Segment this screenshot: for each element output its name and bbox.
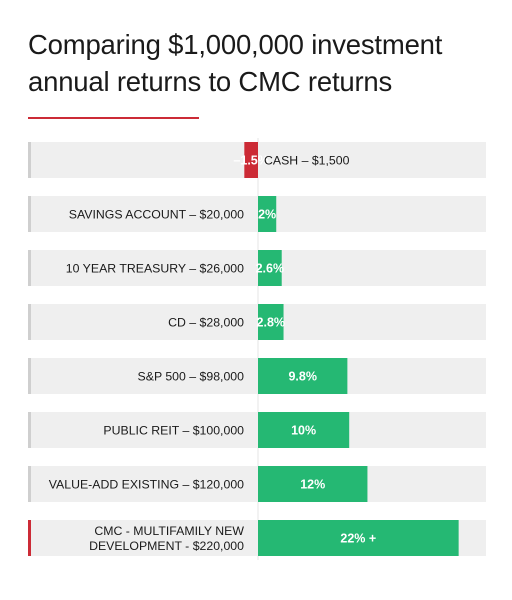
category-label: CASH – $1,500: [264, 154, 350, 168]
row-edge-marker: [28, 466, 31, 502]
row-edge-marker: [28, 250, 31, 286]
chart-title: Comparing $1,000,000 investment annual r…: [28, 29, 443, 97]
category-label: DEVELOPMENT - $220,000: [89, 539, 244, 553]
data-label: 9.8%: [288, 370, 317, 384]
category-label: SAVINGS ACCOUNT – $20,000: [69, 208, 244, 222]
data-label: 10%: [291, 424, 316, 438]
row-background: [28, 196, 486, 232]
data-label: –1.5%: [233, 154, 268, 168]
row-edge-marker: [28, 142, 31, 178]
data-bar: [258, 304, 284, 340]
data-bar: [258, 358, 348, 394]
data-bar: [258, 412, 350, 448]
row-edge-marker: [28, 304, 31, 340]
row-edge-marker: [28, 196, 31, 232]
row-edge-marker: [28, 520, 31, 556]
data-bar: [258, 250, 282, 286]
row-background: [28, 304, 486, 340]
row-edge-marker: [28, 358, 31, 394]
category-label: 10 YEAR TREASURY – $26,000: [66, 262, 244, 276]
row-background: [28, 466, 486, 502]
category-label: VALUE-ADD EXISTING – $120,000: [49, 478, 244, 492]
data-label: 2%: [258, 208, 276, 222]
row-background: [28, 358, 486, 394]
data-bar: [258, 196, 277, 232]
category-label: CD – $28,000: [168, 316, 244, 330]
data-label: 22% +: [340, 532, 376, 546]
data-bar: [258, 520, 459, 556]
data-bar: [244, 142, 258, 178]
data-label: 12%: [300, 478, 325, 492]
data-bar: [258, 466, 368, 502]
row-background: [28, 412, 486, 448]
category-label: CMC - MULTIFAMILY NEW: [94, 524, 244, 538]
data-label: 2.8%: [257, 316, 286, 330]
row-edge-marker: [28, 412, 31, 448]
category-label: PUBLIC REIT – $100,000: [103, 424, 244, 438]
category-label: S&P 500 – $98,000: [138, 370, 245, 384]
title-underline: [28, 117, 199, 119]
data-label: 2.6%: [256, 262, 285, 276]
row-background: [28, 250, 486, 286]
